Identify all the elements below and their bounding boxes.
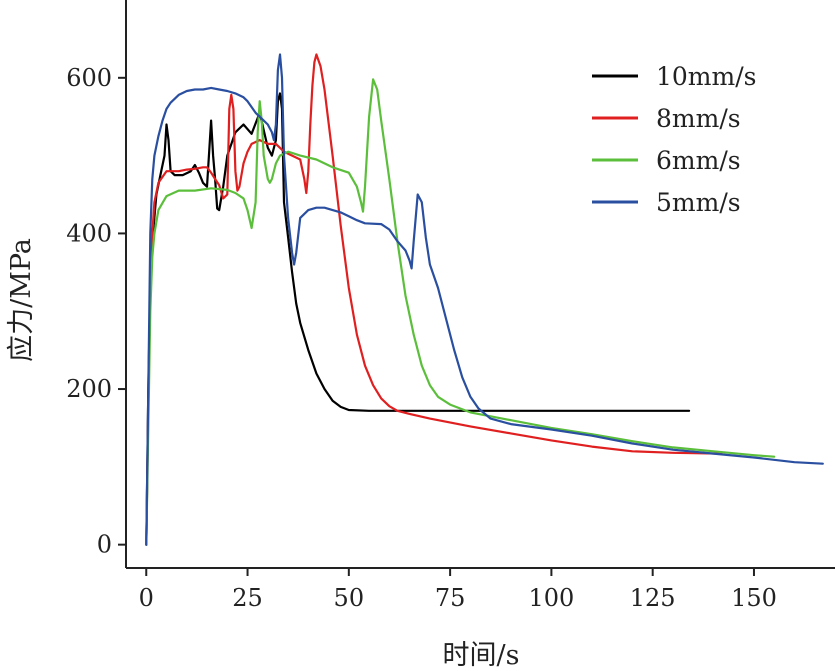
x-tick-label: 25: [232, 584, 263, 612]
y-axis-label: 应力/MPa: [6, 238, 37, 362]
series-line-6mm-s: [145, 78, 776, 546]
x-tick-label: 75: [435, 584, 466, 612]
legend-label: 8mm/s: [656, 104, 741, 133]
x-axis-label: 时间/s: [443, 640, 520, 671]
legend: 10mm/s 8mm/s 6mm/s 5mm/s: [592, 62, 756, 217]
plot-area: [145, 53, 824, 546]
x-tick-label: 50: [334, 584, 365, 612]
series-line-10mm-s: [145, 92, 691, 546]
y-tick-label: 600: [66, 64, 112, 92]
x-tick-label: 150: [731, 584, 777, 612]
x-tick-label: 100: [528, 584, 574, 612]
legend-label: 10mm/s: [656, 62, 756, 91]
x-tick-label: 0: [139, 584, 154, 612]
y-tick-label: 0: [97, 531, 112, 559]
legend-label: 6mm/s: [656, 146, 741, 175]
y-tick-label: 400: [66, 219, 112, 247]
series-line-5mm-s: [145, 53, 824, 546]
series-line-8mm-s: [145, 53, 723, 546]
axes: 0 25 50 75 100 125 150 0 200 400 600: [66, 0, 835, 612]
legend-label: 5mm/s: [656, 188, 741, 217]
x-tick-label: 125: [630, 584, 676, 612]
y-tick-label: 200: [66, 375, 112, 403]
